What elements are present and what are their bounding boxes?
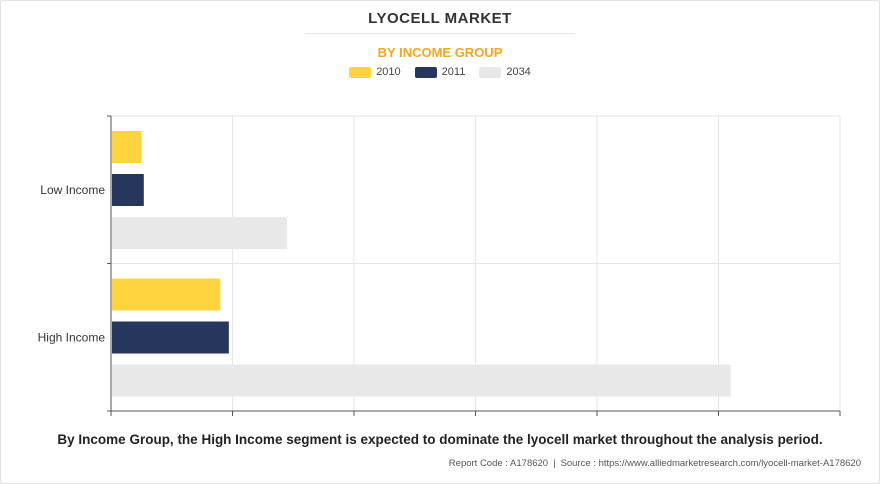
legend-item-2034[interactable]: 2034 — [479, 66, 531, 78]
legend-label-2011: 2011 — [441, 66, 466, 78]
chart-subtitle: BY INCOME GROUP — [377, 45, 503, 60]
legend-label-2010: 2010 — [376, 66, 401, 78]
category-label: Low Income — [40, 183, 105, 197]
title-divider — [305, 33, 575, 34]
bar-2034 — [112, 217, 288, 249]
legend-swatch-2011 — [414, 66, 437, 78]
legend-label-2034: 2034 — [506, 66, 531, 78]
report-code: Report Code : A178620 — [448, 458, 549, 469]
chart-caption: By Income Group, the High Income segment… — [57, 432, 823, 447]
legend-swatch-2034 — [479, 66, 502, 78]
category-label: High Income — [38, 331, 106, 345]
bar-2010 — [112, 131, 142, 163]
footer-separator: | — [553, 458, 556, 469]
chart-title: LYOCELL MARKET — [368, 10, 512, 27]
legend-swatch-2010 — [349, 66, 372, 78]
legend-item-2011[interactable]: 2011 — [414, 66, 466, 78]
legend-item-2010[interactable]: 2010 — [349, 66, 401, 78]
source-link[interactable]: Source : https://www.alliedmarketresearc… — [560, 458, 861, 469]
bar-2011 — [112, 174, 144, 206]
legend: 2010 2011 2034 — [0, 66, 880, 78]
bar-2034 — [112, 364, 731, 397]
source-footer: Report Code : A178620 | Source : https://w… — [449, 458, 861, 469]
bar-2011 — [112, 321, 229, 354]
bar-2010 — [112, 278, 221, 311]
